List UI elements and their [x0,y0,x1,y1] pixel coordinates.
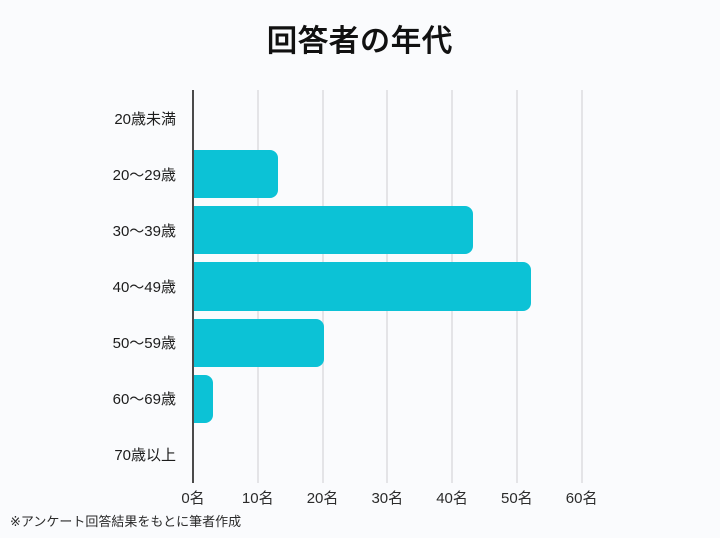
y-axis-category-label: 20歳未満 [114,110,176,128]
x-axis-tick-label: 50名 [501,490,533,507]
bar-20～29歳 [194,150,279,199]
plot-area [192,90,614,483]
x-axis-tick-label: 20名 [306,490,339,507]
bar-50～59歳 [194,318,324,367]
y-axis-labels: 20歳未満 20～29歳 30～39歳 40～49歳 50～59歳 60～69歳 70歳以上 [0,90,185,483]
y-axis-category-label: 70歳以上 [114,447,176,465]
footer-note: ※アンケート回答結果をもとに筆者作成 [10,514,242,529]
y-axis-category-label: 20～29歳 [112,166,176,184]
x-axis-tick-label: 0名 [181,490,205,507]
y-axis-category-label: 30～39歳 [112,222,176,240]
gridline [580,90,583,483]
bar-30～39歳 [194,206,473,255]
bar-40～49歳 [194,262,531,311]
x-axis-tick-label: 10名 [241,490,274,507]
chart-title: 回答者の年代 [267,25,453,58]
x-axis-tick-label: 60名 [565,490,598,507]
y-axis-line [192,90,194,483]
x-axis-tick-label: 30名 [371,490,404,507]
x-axis-tick-label: 40名 [436,490,468,507]
x-axis-labels: 0名 10名 20名 30名 40名 50名 60名 [181,487,614,509]
bar-60～69歳 [194,374,214,423]
y-axis-category-label: 40～49歳 [112,278,176,296]
y-axis-category-label: 50～59歳 [112,335,176,353]
y-axis-category-label: 60～69歳 [112,391,176,409]
